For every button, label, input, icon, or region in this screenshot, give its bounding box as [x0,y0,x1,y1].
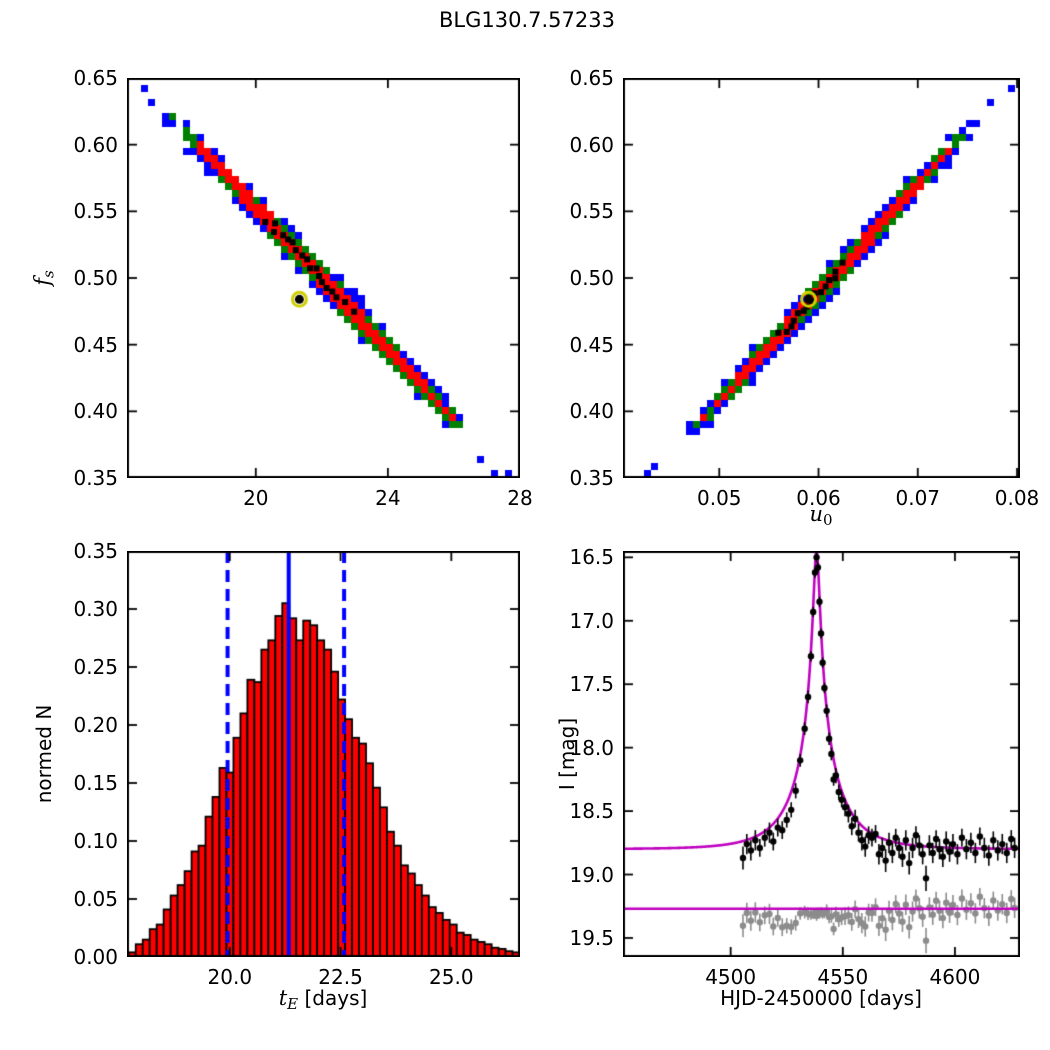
tr-ytick-label-1: 0.40 [569,399,614,424]
tl-ytick-label-6: 0.65 [73,66,118,90]
br-xtick-label-0: 4500 [705,965,757,989]
bl-ytick-label-4: 0.20 [73,713,118,737]
tl-xtick-label-1: 24 [375,486,401,510]
br-ytick-label-3: 18.0 [569,735,614,760]
tl-ytick-label-0: 0.35 [73,466,118,490]
bl-xtick-label-2: 25.0 [429,965,474,989]
tr-xtick-label-3: 0.08 [994,486,1040,510]
lightcurve-plot [623,551,1020,957]
tr-ytick-label-5: 0.60 [569,132,614,157]
tr-x-axis-label: u0 [809,502,833,529]
br-xtick-label-1: 4550 [817,965,869,989]
bl-ytick-label-1: 0.05 [73,887,118,911]
tl-ytick-label-2: 0.45 [73,332,118,357]
br-ytick-label-4: 18.5 [569,799,614,824]
tl-ytick-label-1: 0.40 [73,399,118,424]
tr-ytick-label-4: 0.55 [569,199,614,224]
tr-xtick-label-2: 0.07 [895,486,941,510]
tl-ytick-label-5: 0.60 [73,132,118,157]
tr-ytick-label-3: 0.50 [569,266,614,290]
te-fs-density-plot [127,78,520,478]
bl-ytick-label-0: 0.00 [73,945,118,969]
tl-ytick-label-3: 0.50 [73,266,118,290]
tr-ytick-label-6: 0.65 [569,66,614,90]
tr-ytick-label-0: 0.35 [569,466,614,490]
tr-xtick-label-0: 0.05 [697,486,742,510]
br-ytick-label-6: 19.5 [569,925,614,950]
br-ytick-label-1: 17.0 [569,608,614,633]
bl-xtick-label-1: 22.5 [318,965,363,989]
te-histogram-plot [127,551,520,957]
u0-fs-density-plot [623,78,1020,478]
br-x-axis-label: HJD-2450000 [days] [720,986,922,1010]
bl-ytick-label-7: 0.35 [73,539,118,563]
br-xtick-label-2: 4600 [929,965,981,989]
tl-xtick-label-0: 20 [243,486,269,510]
bl-ytick-label-6: 0.30 [73,597,118,621]
tr-ytick-label-2: 0.45 [569,332,614,357]
bl-ytick-label-5: 0.25 [73,655,118,679]
tl-ytick-label-4: 0.55 [73,199,118,224]
br-ytick-label-0: 16.5 [569,545,614,570]
bl-ytick-label-3: 0.15 [73,771,118,795]
tr-xtick-label-1: 0.06 [796,486,841,510]
figure-title: BLG130.7.57233 [439,8,615,32]
br-ytick-label-5: 19.0 [569,862,614,887]
br-ytick-label-2: 17.5 [569,672,614,697]
bl-x-axis-label: tE [days] [278,986,368,1013]
tl-xtick-label-2: 28 [507,486,533,510]
bl-xtick-label-0: 20.0 [207,965,253,989]
bl-ytick-label-2: 0.10 [73,829,118,853]
